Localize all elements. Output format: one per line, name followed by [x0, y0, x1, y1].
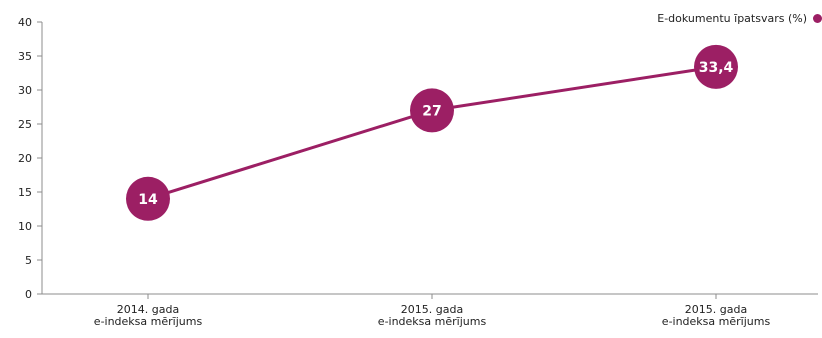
- data-point-label: 14: [138, 192, 158, 208]
- x-tick-label: 2015. gada e-indeksa mērījums: [378, 303, 487, 328]
- y-tick-label: 5: [25, 254, 32, 267]
- x-tick-label: 2014. gada e-indeksa mērījums: [94, 303, 203, 328]
- y-tick-label: 40: [18, 16, 32, 29]
- y-tick-label: 20: [18, 152, 32, 165]
- legend-label: E-dokumentu īpatsvars (%): [657, 12, 807, 25]
- series-line: [147, 65, 717, 201]
- data-point-marker: [410, 88, 454, 133]
- legend-swatch: [813, 14, 822, 23]
- data-point-marker: [694, 44, 738, 89]
- data-point-label: 33,4: [699, 60, 734, 76]
- data-point-label: 27: [422, 103, 441, 119]
- y-tick-label: 35: [18, 50, 32, 63]
- data-point-marker: [126, 176, 170, 221]
- y-tick-label: 10: [18, 220, 32, 233]
- x-tick-label: 2015. gada e-indeksa mērījums: [662, 303, 771, 328]
- y-tick-label: 0: [25, 288, 32, 301]
- y-tick-label: 30: [18, 84, 32, 97]
- legend: E-dokumentu īpatsvars (%): [657, 12, 822, 25]
- y-tick-label: 25: [18, 118, 32, 131]
- y-tick-label: 15: [18, 186, 32, 199]
